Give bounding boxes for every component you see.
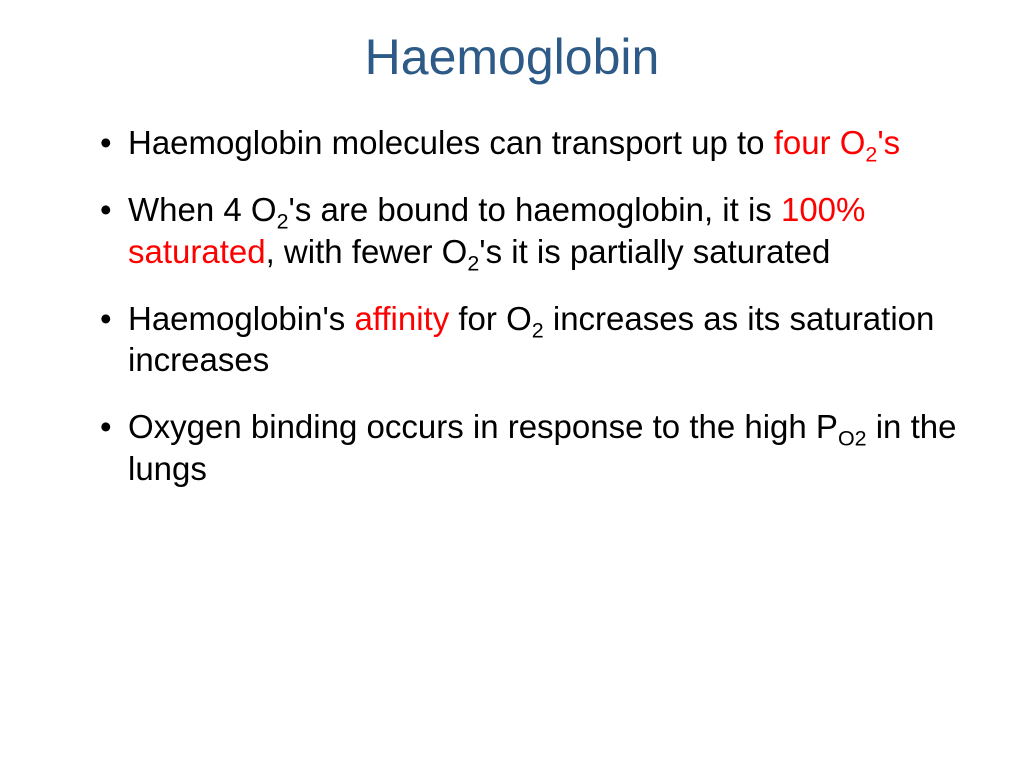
- bullet-list: Haemoglobin molecules can transport up t…: [60, 122, 964, 489]
- bullet-item: Haemoglobin molecules can transport up t…: [100, 122, 964, 163]
- body-text: Haemoglobin's: [128, 300, 354, 337]
- highlight-text: four O: [774, 124, 866, 161]
- bullet-item: When 4 O2's are bound to haemoglobin, it…: [100, 189, 964, 272]
- highlight-text: affinity: [354, 300, 449, 337]
- body-text: 's it is partially saturated: [479, 233, 830, 270]
- body-text: for O: [449, 300, 532, 337]
- body-text: 2: [277, 210, 289, 234]
- body-text: Oxygen binding occurs in response to the…: [128, 408, 838, 445]
- body-text: 2: [532, 318, 544, 342]
- body-text: 's are bound to haemoglobin, it is: [289, 191, 781, 228]
- bullet-item: Oxygen binding occurs in response to the…: [100, 406, 964, 489]
- body-text: O2: [838, 427, 867, 451]
- body-text: , with fewer O: [266, 233, 468, 270]
- body-text: When 4 O: [128, 191, 277, 228]
- body-text: Haemoglobin molecules can transport up t…: [128, 124, 774, 161]
- slide-title: Haemoglobin: [60, 20, 964, 122]
- highlight-text: 's: [877, 124, 900, 161]
- slide: Haemoglobin Haemoglobin molecules can tr…: [0, 0, 1024, 768]
- highlight-text: 2: [865, 143, 877, 167]
- bullet-item: Haemoglobin's affinity for O2 increases …: [100, 298, 964, 381]
- body-text: 2: [467, 251, 479, 275]
